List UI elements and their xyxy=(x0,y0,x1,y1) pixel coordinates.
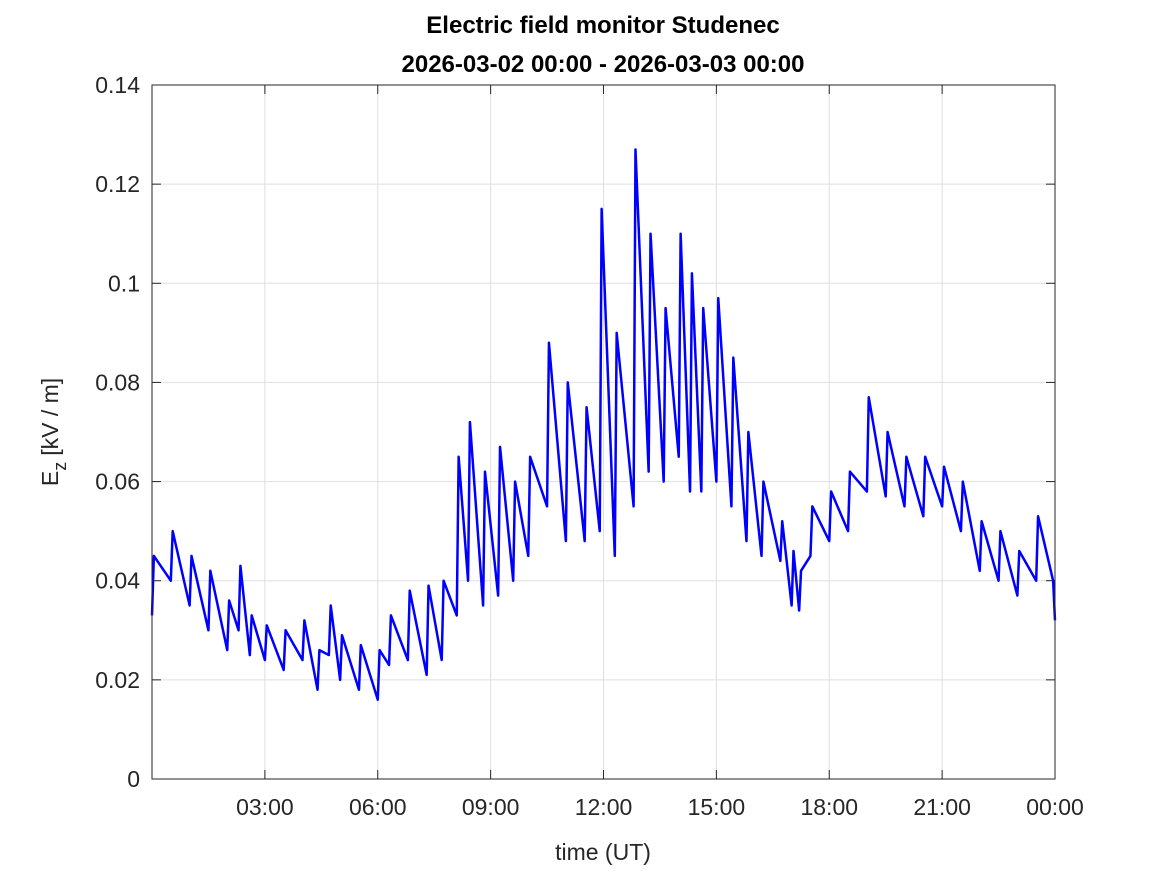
y-tick-label: 0.06 xyxy=(95,469,140,495)
y-axis-label-main: E xyxy=(37,471,63,486)
x-tick-label: 12:00 xyxy=(575,794,633,820)
y-tick-label: 0.04 xyxy=(95,568,140,594)
x-tick-label: 06:00 xyxy=(349,794,407,820)
y-tick-label: 0.12 xyxy=(95,171,140,197)
plot-frame xyxy=(151,84,1056,780)
x-tick-label: 03:00 xyxy=(236,794,294,820)
x-tick-label: 18:00 xyxy=(800,794,858,820)
y-tick-label: 0.08 xyxy=(95,369,140,395)
x-tick-label: 21:00 xyxy=(913,794,971,820)
chart-subtitle: 2026-03-02 00:00 - 2026-03-03 00:00 xyxy=(402,51,805,78)
x-tick-label: 15:00 xyxy=(688,794,746,820)
y-tick-label: 0.1 xyxy=(108,270,140,296)
data-line xyxy=(150,148,1057,701)
y-axis-label-unit: [kV / m] xyxy=(37,378,63,456)
y-axis-label-sub: z xyxy=(50,462,70,471)
x-tick-label: 09:00 xyxy=(462,794,520,820)
y-tick-label: 0.14 xyxy=(95,72,140,98)
x-tick-label: 00:00 xyxy=(1026,794,1084,820)
chart-title: Electric field monitor Studenec xyxy=(426,12,779,39)
y-tick-label: 0.02 xyxy=(95,667,140,693)
y-axis-label: Ez [kV / m] xyxy=(37,378,70,486)
y-tick-label: 0 xyxy=(127,766,140,792)
x-axis-label: time (UT) xyxy=(555,839,651,865)
